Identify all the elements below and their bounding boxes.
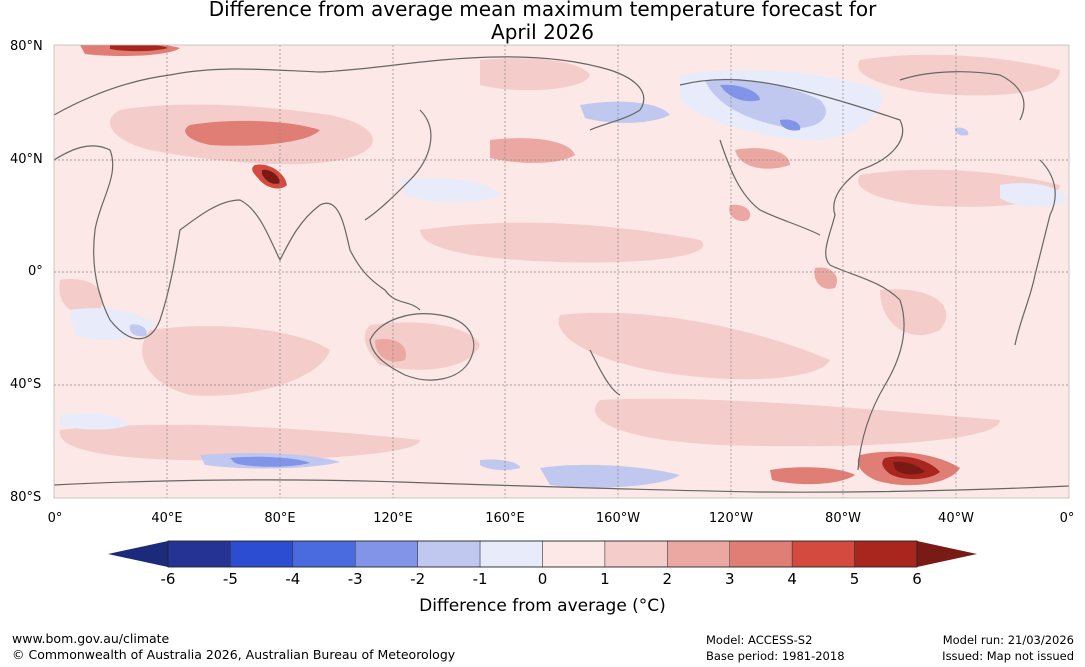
footer-website: www.bom.gov.au/climate (12, 631, 170, 646)
lon-label-80w: 80°W (825, 511, 861, 526)
lat-label-0: 0° (28, 264, 43, 279)
lon-label-40w: 40°W (938, 511, 974, 526)
footer-model-run: Model run: 21/03/2026 (942, 633, 1074, 647)
lat-label-40n: 40°N (10, 152, 43, 167)
footer-base-period: Base period: 1981-2018 (706, 649, 845, 663)
colorbar-bin-6 (542, 540, 606, 568)
lat-label-80s: 80°S (10, 490, 42, 505)
lon-label-80e: 80°E (264, 511, 296, 526)
colorbar-bin-2 (292, 540, 356, 568)
lon-label-0-west: 0° (47, 511, 63, 526)
colorbar-bin-1 (230, 540, 294, 568)
footer-model: Model: ACCESS-S2 (706, 633, 813, 647)
footer-issued: Issued: Map not issued (942, 649, 1074, 663)
lat-label-80n: 80°N (10, 39, 43, 54)
colorbar-tick-label: -5 (222, 570, 238, 588)
colorbar-tick-label: 4 (787, 570, 797, 588)
colorbar-frame (167, 540, 918, 568)
colorbar-bin-3 (355, 540, 418, 568)
colorbar-bin-10 (791, 540, 855, 568)
colorbar-over-arrow (917, 541, 977, 567)
colorbar-tick-label: 1 (600, 570, 610, 588)
map-title-line2: April 2026 (491, 20, 594, 44)
anomaly-contours (54, 45, 1069, 498)
colorbar-tick-label: -3 (347, 570, 363, 588)
colorbar-tick-label: 6 (912, 570, 922, 588)
colorbar-bin-9 (729, 540, 793, 568)
colorbar-bin-11 (854, 540, 918, 568)
map-frame (53, 44, 1070, 499)
colorbar-bin-7 (604, 540, 668, 568)
colorbar-tick-label: -4 (285, 570, 301, 588)
lon-label-0-east: 0° (1059, 511, 1075, 526)
colorbar-bin-5 (479, 540, 543, 568)
colorbar-tick-label: 3 (724, 570, 735, 588)
colorbar-tick-label: -2 (410, 570, 426, 588)
colorbar-under-arrow (108, 541, 168, 567)
colorbar-title: Difference from average (°C) (419, 596, 666, 616)
lon-label-40e: 40°E (151, 511, 183, 526)
lat-label-40s: 40°S (10, 377, 42, 392)
footer-copyright: © Commonwealth of Australia 2026, Austra… (12, 647, 456, 662)
colorbar-tick-label: -1 (472, 570, 488, 588)
graticule (54, 45, 1069, 498)
lon-label-120w: 120°W (708, 511, 754, 526)
coastlines (54, 56, 1069, 493)
lon-label-160w: 160°W (595, 511, 641, 526)
map-title-line1: Difference from average mean maximum tem… (208, 0, 877, 21)
colorbar-tick-label: 5 (849, 570, 860, 588)
lon-label-160e: 160°E (485, 511, 525, 526)
colorbar-tick-label: -6 (160, 570, 176, 588)
colorbar-bin-4 (417, 540, 481, 568)
colorbar-tick-label: 2 (662, 570, 673, 588)
colorbar (108, 540, 977, 568)
colorbar-bin-8 (667, 540, 730, 568)
lon-label-120e: 120°E (373, 511, 413, 526)
colorbar-bin-0 (167, 540, 231, 568)
colorbar-tick-label: 0 (537, 570, 548, 588)
